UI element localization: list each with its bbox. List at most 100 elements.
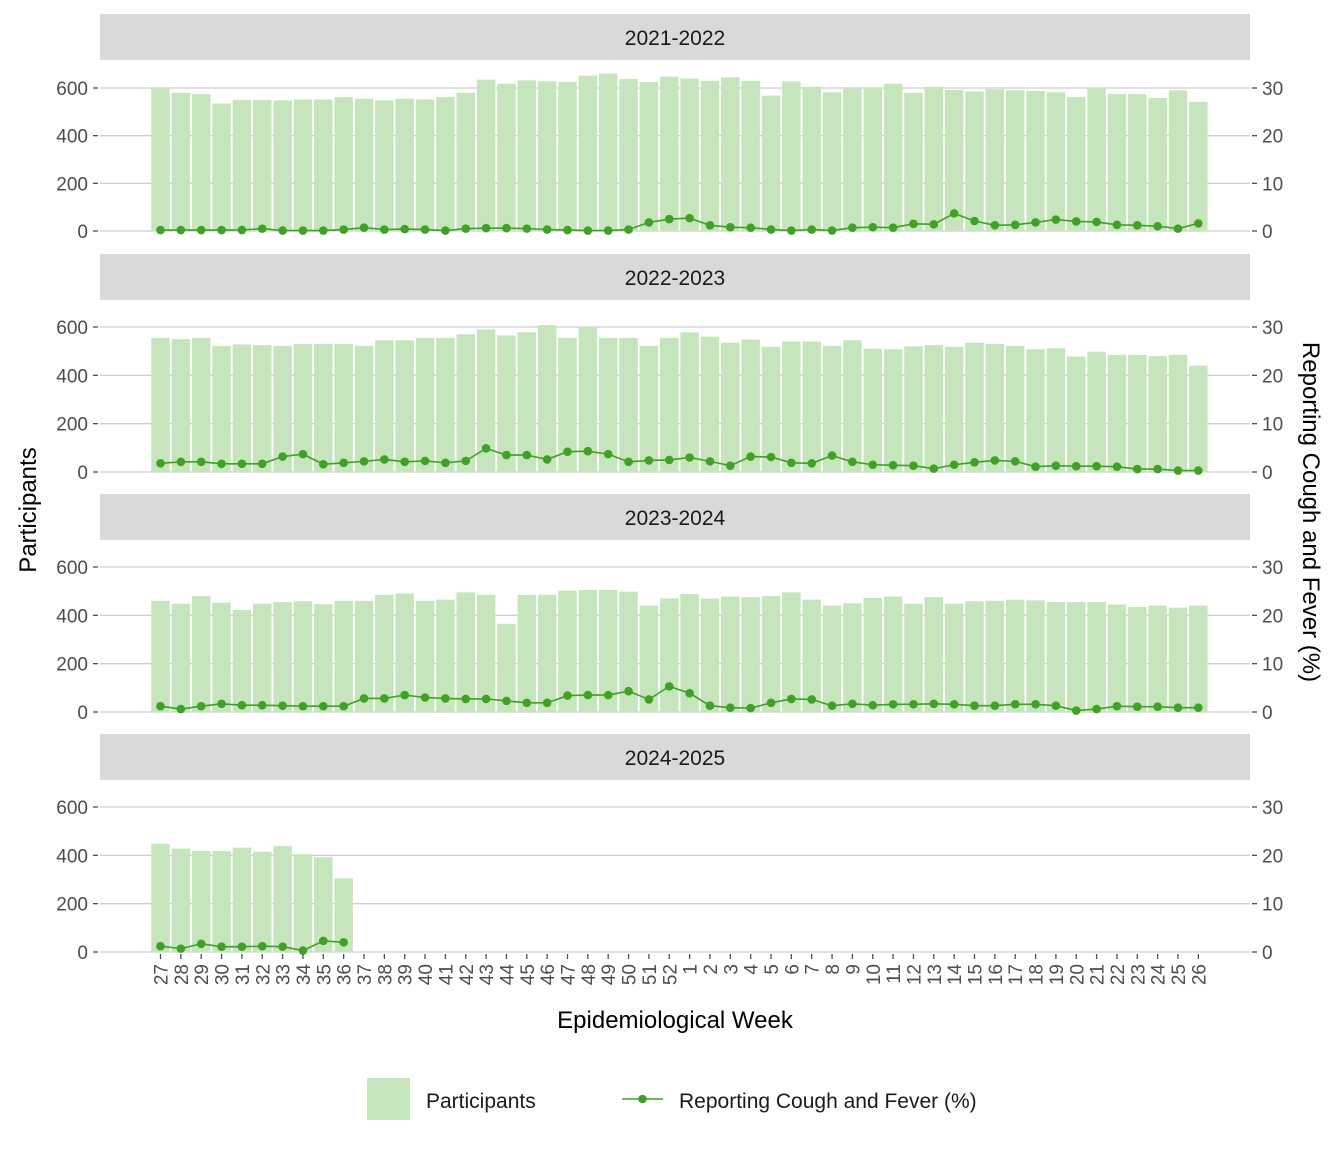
point-cough-fever: [1071, 217, 1081, 226]
point-cough-fever: [787, 458, 796, 468]
point-cough-fever: [196, 225, 206, 235]
point-cough-fever: [888, 699, 898, 709]
point-cough-fever: [196, 939, 206, 949]
bar-participants: [782, 592, 801, 712]
bar-participants: [395, 593, 414, 712]
x-tick-label: 48: [579, 964, 600, 985]
x-tick-label: 31: [233, 964, 254, 985]
x-tick-label: 46: [538, 964, 559, 985]
bar-participants: [1107, 93, 1127, 231]
bar-participants: [578, 589, 598, 712]
bar-participants: [517, 594, 537, 712]
bar-participants: [619, 591, 638, 712]
bar-participants: [232, 610, 252, 712]
point-cough-fever: [156, 941, 165, 951]
bar-participants: [212, 602, 231, 712]
bar-participants: [354, 345, 374, 472]
y2-tick-label: 0: [1262, 463, 1273, 484]
point-cough-fever: [664, 214, 674, 224]
point-cough-fever: [278, 701, 287, 711]
point-cough-fever: [359, 457, 369, 466]
y-tick-label: 200: [56, 415, 88, 436]
bar-participants: [1026, 349, 1045, 472]
point-cough-fever: [441, 694, 450, 703]
point-cough-fever: [603, 449, 613, 459]
point-cough-fever: [766, 698, 776, 708]
bar-participants: [985, 89, 1005, 231]
x-tick-label: 32: [253, 964, 274, 985]
point-cough-fever: [603, 690, 613, 700]
point-cough-fever: [563, 447, 572, 457]
x-tick-label: 2: [701, 964, 722, 975]
point-cough-fever: [257, 941, 267, 951]
x-tick-label: 10: [864, 964, 885, 985]
point-cough-fever: [359, 223, 369, 232]
x-tick-label: 7: [803, 964, 824, 975]
bar-participants: [415, 99, 435, 231]
point-cough-fever: [807, 459, 816, 468]
bar-participants: [639, 605, 659, 712]
facet-strip: [100, 254, 1250, 300]
point-cough-fever: [461, 456, 471, 466]
point-cough-fever: [461, 224, 471, 233]
bar-participants: [395, 98, 414, 231]
point-cough-fever: [746, 703, 755, 713]
point-cough-fever: [909, 219, 918, 229]
point-cough-fever: [787, 694, 796, 704]
point-cough-fever: [278, 942, 287, 951]
point-cough-fever: [970, 701, 979, 711]
y-tick-label: 200: [56, 895, 88, 916]
point-cough-fever: [237, 459, 247, 469]
x-tick-label: 19: [1047, 964, 1068, 985]
bar-participants: [700, 80, 720, 231]
point-cough-fever: [583, 690, 593, 700]
bar-participants: [191, 337, 211, 472]
facet-label: 2021-2022: [625, 27, 725, 50]
x-tick-label: 9: [843, 964, 864, 975]
bar-participants: [436, 337, 455, 472]
bar-participants: [578, 75, 598, 232]
point-cough-fever: [1153, 702, 1162, 711]
point-cough-fever: [746, 223, 755, 232]
bar-participants: [904, 603, 923, 712]
x-tick-label: 29: [192, 964, 213, 985]
point-cough-fever: [257, 459, 267, 469]
y-tick-label: 400: [56, 366, 88, 387]
bar-participants: [476, 594, 496, 712]
point-cough-fever: [1010, 220, 1020, 230]
point-cough-fever: [1092, 704, 1101, 714]
bar-participants: [822, 92, 842, 231]
bar-participants: [1107, 604, 1127, 712]
bar-participants: [944, 89, 964, 231]
point-cough-fever: [1173, 466, 1183, 475]
point-cough-fever: [685, 213, 694, 223]
point-cough-fever: [156, 225, 165, 235]
point-cough-fever: [522, 224, 532, 233]
bar-participants: [212, 103, 231, 231]
y2-tick-label: 10: [1262, 174, 1283, 195]
point-cough-fever: [787, 226, 796, 235]
y-tick-label: 200: [56, 655, 88, 676]
bar-participants: [497, 623, 516, 712]
point-cough-fever: [1153, 464, 1162, 474]
bar-participants: [598, 337, 618, 472]
bar-participants: [354, 600, 374, 712]
point-cough-fever: [176, 944, 186, 953]
point-cough-fever: [502, 696, 511, 706]
x-tick-label: 22: [1108, 964, 1129, 985]
bar-participants: [314, 604, 333, 712]
legend-key-point: [638, 1094, 647, 1104]
bar-participants: [232, 344, 252, 472]
bar-participants: [436, 97, 455, 231]
bar-participants: [212, 345, 231, 472]
x-tick-label: 24: [1149, 964, 1170, 986]
point-cough-fever: [176, 225, 186, 235]
bar-participants: [334, 878, 353, 952]
bar-participants: [1107, 354, 1127, 472]
point-cough-fever: [970, 458, 979, 467]
point-cough-fever: [502, 223, 511, 233]
point-cough-fever: [298, 946, 308, 955]
x-tick-label: 33: [274, 964, 295, 985]
bar-participants: [1087, 602, 1106, 712]
